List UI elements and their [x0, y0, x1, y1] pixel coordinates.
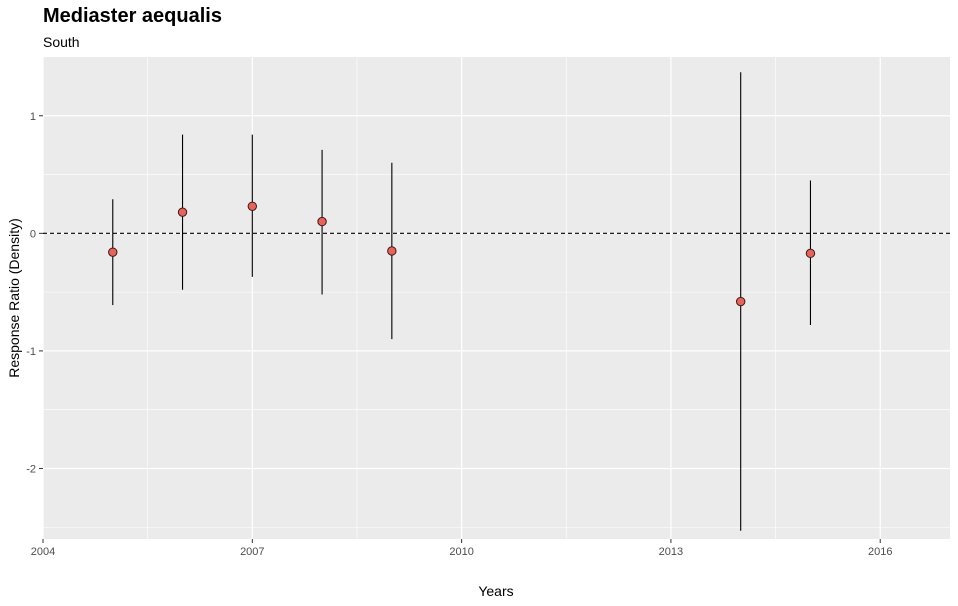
data-point: [387, 246, 397, 256]
y-tick-label: 1: [30, 111, 36, 123]
data-point: [247, 201, 258, 212]
chart-title: Mediaster aequalis: [43, 5, 222, 27]
minor-gridlines: [43, 57, 950, 539]
y-axis-title: Response Ratio (Density): [6, 218, 22, 378]
data-point: [805, 248, 816, 259]
plot-panel: [43, 57, 950, 539]
y-tick-label: -1: [26, 346, 36, 358]
data-point: [108, 247, 118, 257]
x-tick-label: 2007: [240, 546, 264, 558]
data-point: [177, 207, 188, 217]
x-tick-label: 2010: [449, 546, 473, 558]
y-tick-label: -2: [26, 463, 36, 475]
data-point: [317, 216, 327, 227]
x-tick-label: 2004: [31, 546, 55, 558]
x-axis-title: Years: [478, 583, 513, 599]
x-tick-label: 2016: [868, 546, 892, 558]
x-axis-ticks: 2004 2007 2010 2013 2016: [31, 539, 892, 558]
y-tick-label: 0: [30, 228, 36, 240]
chart-subtitle: South: [43, 34, 80, 50]
y-axis-ticks: -2 -1 0 1: [26, 111, 43, 475]
data-point: [735, 296, 746, 307]
data-points: [108, 201, 816, 307]
x-tick-label: 2013: [659, 546, 683, 558]
